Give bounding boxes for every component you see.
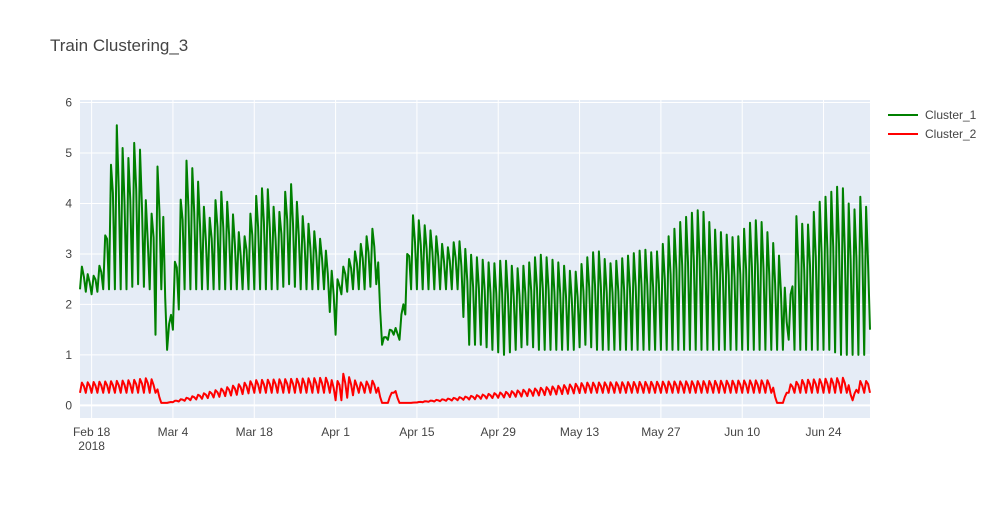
chart-title: Train Clustering_3 bbox=[50, 36, 188, 55]
legend-item[interactable]: Cluster_1 bbox=[888, 108, 977, 122]
y-tick-label: 5 bbox=[65, 146, 72, 160]
y-axis: 0 1 2 3 4 5 6 bbox=[65, 96, 72, 413]
x-tick-label: Mar 4 bbox=[158, 425, 189, 439]
x-tick-label: Apr 29 bbox=[481, 425, 517, 439]
y-tick-label: 1 bbox=[65, 348, 72, 362]
x-tick-label: Mar 18 bbox=[236, 425, 274, 439]
y-tick-label: 0 bbox=[65, 398, 72, 412]
y-tick-label: 6 bbox=[65, 96, 72, 110]
x-tick-label: Apr 1 bbox=[321, 425, 350, 439]
x-tick-sublabel: 2018 bbox=[78, 439, 105, 453]
x-tick-label: Feb 18 bbox=[73, 425, 111, 439]
legend-label: Cluster_1 bbox=[925, 108, 977, 122]
legend-label: Cluster_2 bbox=[925, 127, 977, 141]
y-tick-label: 2 bbox=[65, 297, 72, 311]
x-tick-label: Jun 10 bbox=[724, 425, 760, 439]
x-tick-label: Jun 24 bbox=[806, 425, 842, 439]
series-line-cluster-1[interactable] bbox=[79, 124, 871, 356]
series-line-cluster-2[interactable] bbox=[79, 372, 871, 404]
legend-item[interactable]: Cluster_2 bbox=[888, 127, 977, 141]
x-tick-label: May 27 bbox=[641, 425, 681, 439]
x-tick-label: May 13 bbox=[560, 425, 600, 439]
y-tick-label: 4 bbox=[65, 196, 72, 210]
legend[interactable]: Cluster_1 Cluster_2 bbox=[888, 108, 977, 141]
x-tick-label: Apr 15 bbox=[399, 425, 435, 439]
series-layer bbox=[79, 124, 871, 404]
y-tick-label: 3 bbox=[65, 247, 72, 261]
